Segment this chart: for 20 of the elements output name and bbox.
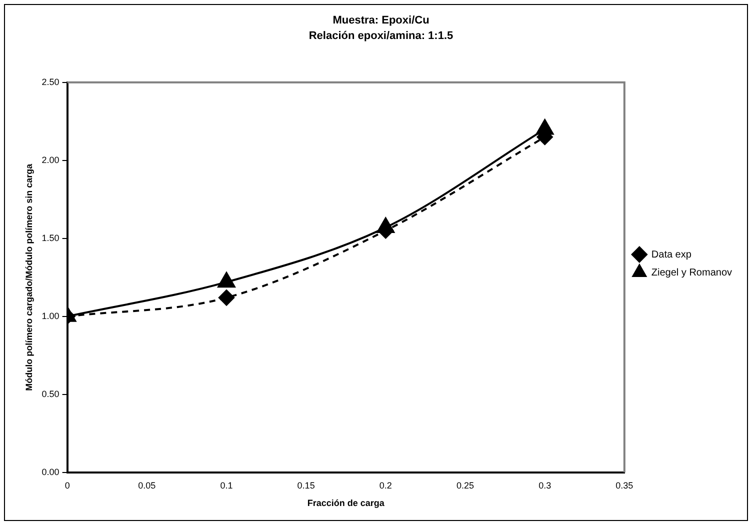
y-tick-label: 0.00 [42,466,60,477]
x-tick-label: 0.25 [456,480,474,490]
y-tick-label: 1.50 [42,232,60,243]
x-tick-label: 0.05 [138,480,156,490]
x-tick-label: 0.1 [220,480,233,490]
chart-title: Muestra: Epoxi/Cu [332,14,430,27]
chart-subtitle: Relación epoxi/amina: 1:1.5 [308,30,454,42]
x-tick-label: 0.3 [538,480,552,490]
x-axis-title: Fracción de carga [307,498,386,508]
x-tick-label: 0.15 [297,480,315,490]
y-tick-label: 0.50 [42,388,60,399]
y-tick-label: 1.00 [42,310,60,321]
x-tick-label: 0.35 [616,480,634,490]
y-tick-label: 2.00 [42,154,60,165]
legend-label: Ziegel y Romanov [651,267,732,278]
x-tick-label: 0.2 [379,480,392,490]
y-tick-label: 2.50 [42,76,60,87]
legend-label: Data exp [651,249,692,260]
x-tick-label: 0 [64,480,70,490]
y-axis-title: Módulo polímero cargado/Módulo polímero sin carga [24,162,34,391]
